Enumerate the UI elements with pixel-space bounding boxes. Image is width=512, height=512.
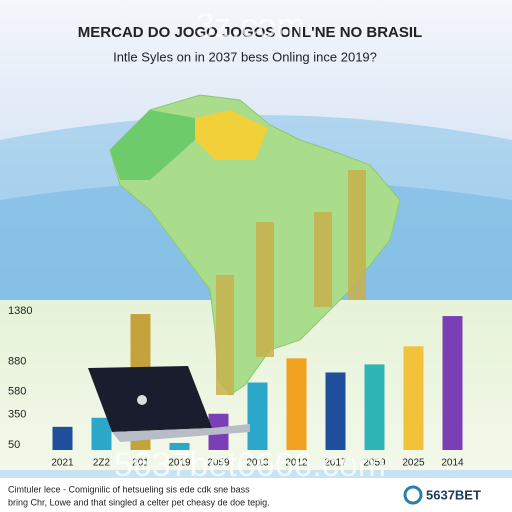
- watermark: 3z.com: [195, 7, 305, 45]
- bar: [52, 426, 73, 450]
- x-tick-label: 2017: [324, 458, 347, 469]
- x-tick-label: 2059: [363, 458, 386, 469]
- y-tick-label: 50: [8, 439, 20, 451]
- bar: [169, 442, 190, 450]
- bar: [325, 372, 346, 450]
- bar: [91, 417, 112, 450]
- x-tick-label: 2019: [168, 458, 191, 469]
- y-tick-label: 350: [8, 409, 26, 421]
- x-tick-label: 2012: [285, 458, 308, 469]
- bar: [442, 316, 463, 450]
- map-bars: [216, 170, 366, 395]
- subtitle: Intle Syles on in 2037 bess Onling ince …: [113, 49, 377, 64]
- footer-text: Cimtuler lece - Comignilic of hetsueling…: [8, 484, 250, 494]
- x-tick-label: 2021: [51, 458, 74, 469]
- x-tick-label: 2013: [246, 458, 269, 469]
- x-tick-label: 2025: [402, 458, 425, 469]
- footer-bg: [0, 478, 512, 512]
- x-tick-label: 201: [132, 458, 149, 469]
- footer-text: bring Chr, Lowe and that singled a celte…: [8, 497, 270, 507]
- y-tick-label: 1380: [8, 305, 32, 317]
- brazil-map: [109, 94, 401, 396]
- logo-icon: [403, 485, 423, 505]
- map-region: [195, 110, 268, 160]
- title: MERCAD DO JOGO JOGOS ONL'NE NO BRASIL: [78, 24, 422, 41]
- bar: [247, 382, 268, 450]
- watermark: 5637bet6666.com: [114, 446, 386, 484]
- x-tick-label: 2059: [207, 458, 230, 469]
- logo: 5637BET: [426, 487, 481, 502]
- bar: [286, 358, 307, 450]
- map-region: [110, 110, 195, 180]
- y-tick-label: 880: [8, 355, 26, 367]
- x-tick-label: 2014: [441, 458, 464, 469]
- bar: [403, 346, 424, 450]
- laptop: [88, 366, 250, 442]
- x-tick-label: 2Z2: [93, 458, 111, 469]
- y-tick-label: 580: [8, 385, 26, 397]
- bar: [364, 364, 385, 450]
